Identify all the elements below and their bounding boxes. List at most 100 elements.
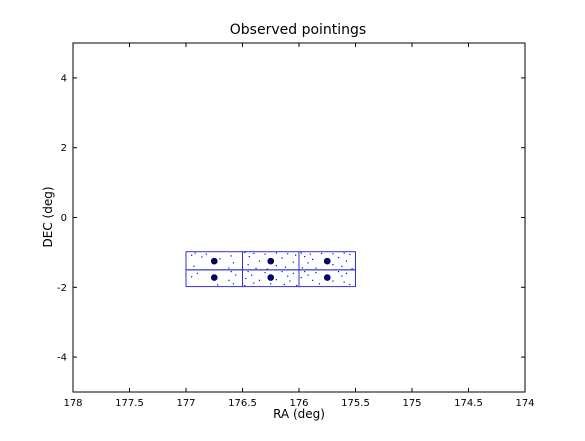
y-tick-label: 2 xyxy=(61,143,67,154)
source-point xyxy=(244,284,246,287)
source-point xyxy=(345,260,348,262)
y-tick-label: -4 xyxy=(57,353,67,364)
pointing-marker xyxy=(267,274,275,281)
source-point xyxy=(194,252,196,254)
plot-content xyxy=(185,251,356,288)
source-point xyxy=(201,256,203,258)
source-point xyxy=(270,283,272,285)
source-point xyxy=(296,284,298,287)
source-point xyxy=(264,272,266,274)
source-point xyxy=(196,272,198,274)
source-point xyxy=(321,252,323,255)
source-point xyxy=(337,270,340,273)
source-point xyxy=(205,253,207,255)
source-point xyxy=(307,262,309,264)
source-point xyxy=(318,283,320,285)
source-point xyxy=(247,264,249,266)
source-point xyxy=(264,253,266,255)
source-point xyxy=(248,255,250,258)
source-point xyxy=(315,267,317,269)
source-point xyxy=(295,254,297,256)
source-point xyxy=(253,252,255,255)
x-tick-label: 176.5 xyxy=(228,398,257,409)
source-point xyxy=(343,252,345,254)
x-tick-label: 174.5 xyxy=(454,398,483,409)
source-point xyxy=(311,279,314,281)
y-axis: -4 -2 0 2 4 xyxy=(57,73,525,364)
source-point xyxy=(230,255,232,257)
pointing-marker xyxy=(323,274,331,281)
source-point xyxy=(343,281,345,283)
source-point xyxy=(332,253,334,255)
source-point xyxy=(250,274,253,276)
source-point xyxy=(315,272,317,274)
source-point xyxy=(281,257,283,259)
source-point xyxy=(283,283,285,286)
source-point xyxy=(258,279,261,281)
x-tick-label: 178 xyxy=(63,398,82,409)
source-point xyxy=(247,270,249,273)
source-point xyxy=(304,255,306,258)
source-point xyxy=(287,253,289,255)
source-point xyxy=(275,279,277,281)
source-point xyxy=(287,275,289,277)
source-point xyxy=(232,283,235,285)
y-tick-label: 0 xyxy=(61,213,67,224)
source-point xyxy=(232,262,235,264)
source-point xyxy=(228,279,230,281)
source-point xyxy=(275,252,277,254)
footprint-box xyxy=(298,269,356,288)
source-point xyxy=(255,267,257,270)
source-point xyxy=(307,274,309,276)
x-tick-label: 177 xyxy=(176,398,195,409)
source-point xyxy=(244,251,246,253)
source-point xyxy=(266,268,268,270)
plot-frame xyxy=(72,42,526,393)
source-point xyxy=(191,276,193,278)
source-point xyxy=(309,253,311,255)
source-point xyxy=(230,270,232,273)
source-point xyxy=(284,266,287,268)
source-point xyxy=(337,257,340,259)
source-point xyxy=(341,275,343,277)
source-point xyxy=(345,272,348,274)
chart-title: Observed pointings xyxy=(230,22,366,38)
source-point xyxy=(341,265,343,267)
source-point xyxy=(193,265,195,267)
source-point xyxy=(245,277,247,280)
source-point xyxy=(311,258,314,260)
x-tick-label: 176 xyxy=(289,398,308,409)
source-point xyxy=(235,274,237,276)
x-axis-label: RA (deg) xyxy=(273,407,325,421)
source-point xyxy=(289,280,291,282)
source-point xyxy=(217,284,219,286)
source-point xyxy=(228,267,230,269)
x-tick-label: 175.5 xyxy=(341,398,370,409)
source-point xyxy=(349,253,351,256)
source-point xyxy=(300,276,302,279)
source-point xyxy=(191,254,193,256)
pointing-marker xyxy=(210,274,218,281)
source-point xyxy=(292,272,294,274)
source-point xyxy=(349,283,351,286)
pointing-marker xyxy=(210,257,218,265)
y-tick-label: -2 xyxy=(57,283,67,294)
source-point xyxy=(281,270,283,273)
source-point xyxy=(258,260,261,262)
y-tick-label: 4 xyxy=(61,73,67,84)
source-point xyxy=(301,267,303,269)
source-point xyxy=(300,252,302,254)
source-point xyxy=(332,264,334,266)
source-point xyxy=(219,258,221,260)
source-point xyxy=(332,280,334,282)
x-tick-label: 177.5 xyxy=(115,398,144,409)
x-tick-label: 175 xyxy=(402,398,421,409)
x-tick-label: 174 xyxy=(515,398,534,409)
y-axis-label: DEC (deg) xyxy=(41,187,55,248)
x-axis: 178 177.5 177 176.5 176 175.5 175 174.5 174 xyxy=(63,43,535,409)
source-point xyxy=(304,270,306,273)
pointing-marker xyxy=(267,257,275,265)
pointing-marker xyxy=(323,257,331,265)
source-point xyxy=(351,268,353,270)
